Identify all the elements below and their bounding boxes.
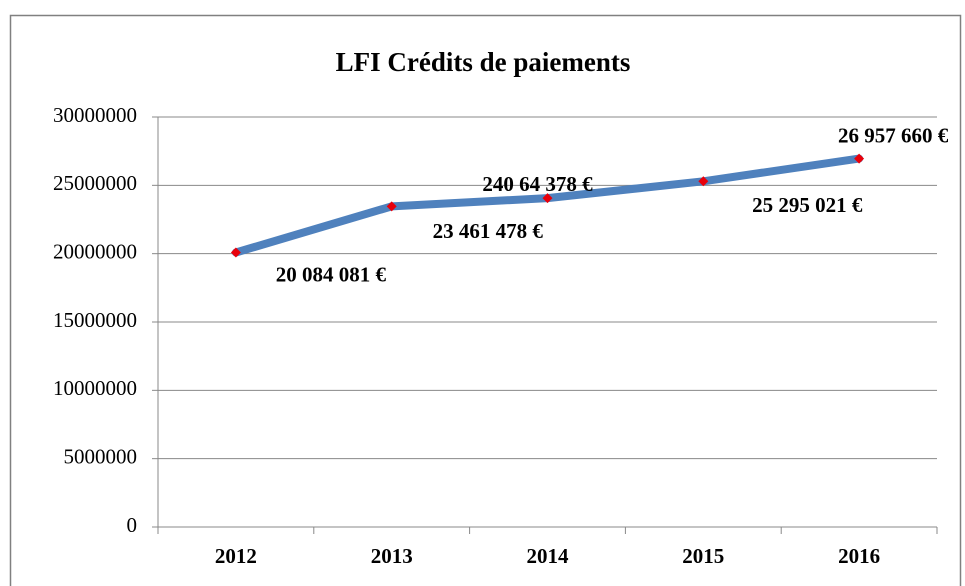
y-tick-label: 15000000 [53, 308, 137, 332]
y-tick-label: 20000000 [53, 239, 137, 263]
y-tick-label: 10000000 [53, 376, 137, 400]
y-tick-label: 25000000 [53, 171, 137, 195]
marker [698, 176, 709, 187]
marker [542, 193, 553, 204]
data-label: 26 957 660 € [838, 123, 949, 147]
y-tick-label: 5000000 [64, 444, 138, 468]
marker [386, 201, 397, 212]
data-label: 240 64 378 € [482, 172, 593, 196]
x-tick-label: 2013 [371, 544, 413, 568]
x-tick-label: 2012 [215, 544, 257, 568]
y-tick-label: 30000000 [53, 103, 137, 127]
y-tick-label: 0 [127, 513, 138, 537]
x-tick-label: 2015 [682, 544, 724, 568]
data-label: 20 084 081 € [276, 262, 387, 286]
x-tick-label: 2014 [527, 544, 570, 568]
x-tick-label: 2016 [838, 544, 880, 568]
chart-title: LFI Crédits de paiements [336, 47, 631, 77]
marker [854, 153, 865, 164]
chart-border [9, 14, 962, 586]
data-label: 23 461 478 € [433, 219, 544, 243]
marker [230, 247, 241, 258]
data-label: 25 295 021 € [752, 193, 863, 217]
